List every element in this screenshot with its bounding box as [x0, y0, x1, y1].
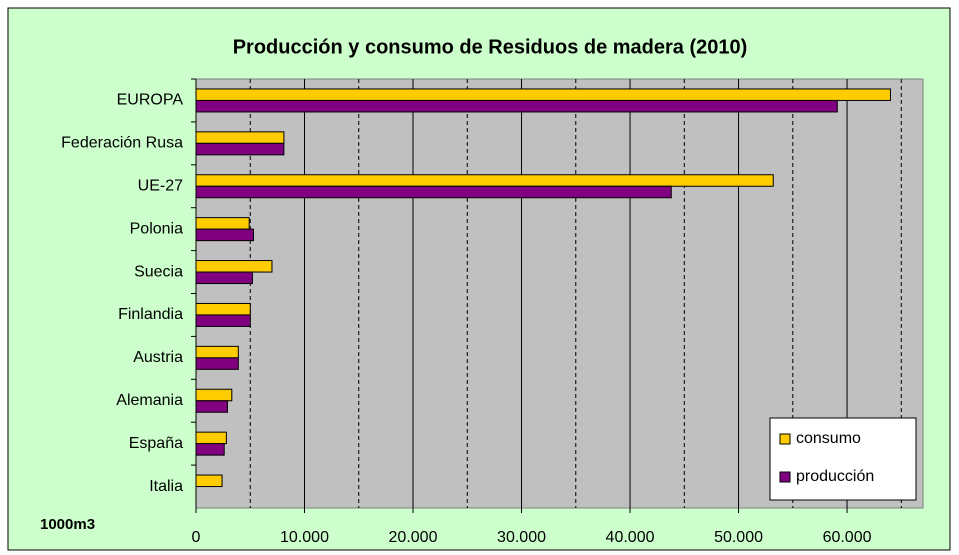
bar	[195, 431, 227, 445]
y-tick-label: Suecia	[134, 263, 183, 280]
bar	[195, 345, 239, 359]
bar	[195, 443, 225, 456]
bar	[195, 302, 251, 316]
bar	[195, 142, 285, 156]
legend-swatch	[779, 433, 791, 445]
y-tick-label: España	[129, 435, 183, 452]
y-tick-label: Polonia	[130, 220, 183, 237]
bar	[195, 185, 672, 199]
x-tick-label: 10.000	[280, 529, 329, 546]
x-tick-label: 50.000	[714, 529, 763, 546]
bar	[195, 260, 273, 273]
y-tick-label: Federación Rusa	[61, 135, 183, 152]
chart-title: Producción y consumo de Residuos de made…	[233, 36, 748, 58]
unit-label: 1000m3	[40, 516, 95, 533]
x-tick-label: 20.000	[389, 529, 438, 546]
bar	[195, 474, 223, 488]
bar	[195, 131, 285, 144]
y-tick-label: EUROPA	[117, 92, 184, 109]
bar	[195, 217, 250, 230]
legend-label: producción	[796, 468, 874, 485]
x-tick-label: 0	[192, 529, 201, 546]
x-tick-label: 30.000	[497, 529, 546, 546]
bar	[195, 400, 228, 413]
y-tick-label: Austria	[133, 349, 183, 366]
bar	[195, 174, 774, 187]
bar	[195, 357, 239, 370]
bar	[195, 314, 251, 327]
x-tick-label: 60.000	[823, 529, 872, 546]
bar	[195, 388, 233, 402]
bar	[195, 99, 838, 113]
bar	[195, 228, 255, 242]
y-tick-label: Finlandia	[118, 306, 183, 323]
legend	[769, 417, 917, 501]
x-tick-label: 40.000	[606, 529, 655, 546]
legend-label: consumo	[796, 430, 861, 447]
bar	[195, 271, 253, 285]
y-tick-label: Italia	[149, 478, 183, 495]
y-tick-label: UE-27	[138, 177, 183, 194]
bar	[195, 88, 891, 101]
legend-swatch	[779, 471, 791, 483]
y-tick-label: Alemania	[116, 392, 183, 409]
